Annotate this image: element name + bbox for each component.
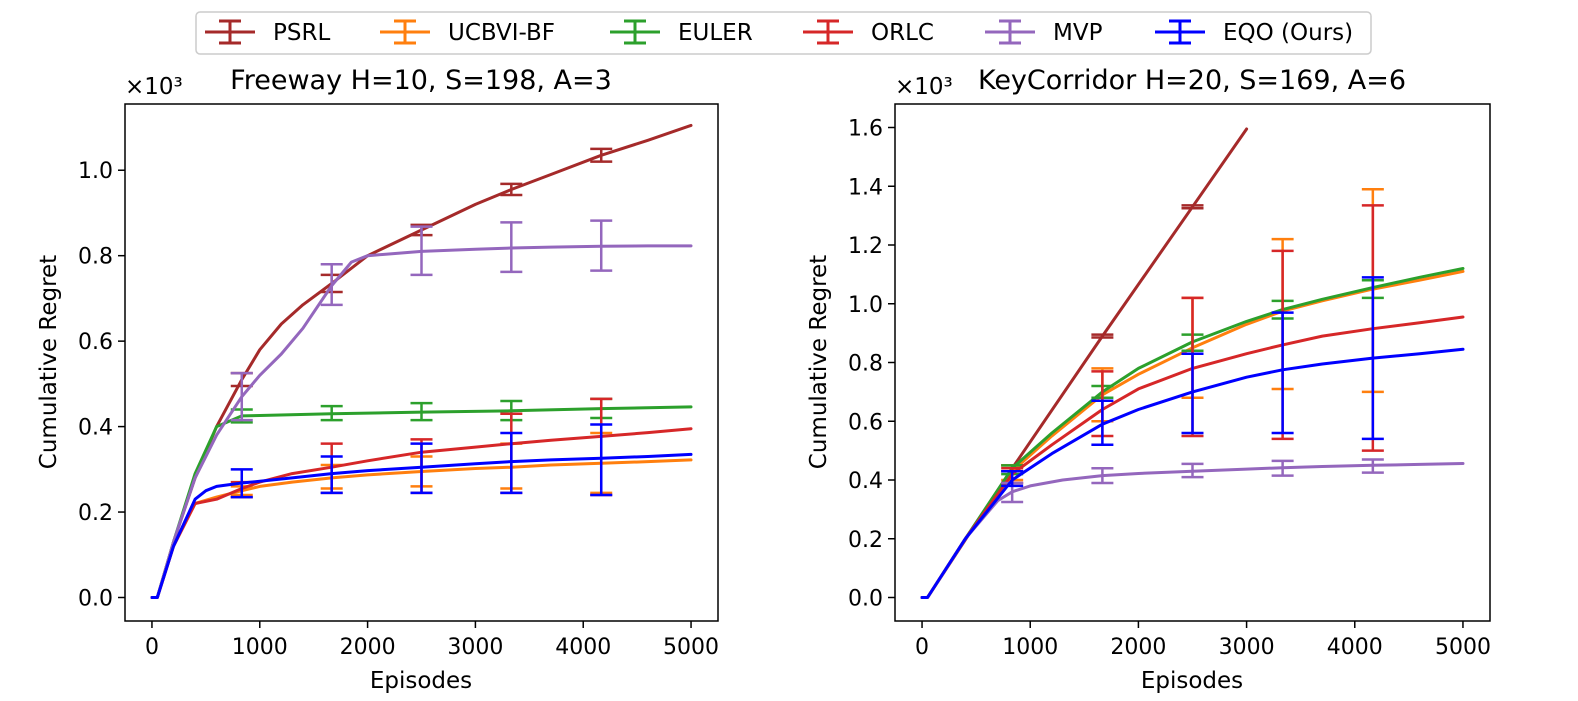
freeway-errorbar-psrl bbox=[590, 147, 613, 163]
freeway-errorbar-eqo-ours bbox=[320, 455, 343, 495]
legend-swatch bbox=[610, 19, 660, 45]
legend-label: EULER bbox=[678, 20, 753, 46]
freeway-series-mvp bbox=[150, 219, 693, 599]
freeway-y-tick-label: 0.6 bbox=[78, 330, 113, 355]
freeway-axes-frame bbox=[124, 103, 719, 622]
freeway-errorbar-psrl bbox=[500, 182, 523, 197]
freeway-series-eqo-ours bbox=[150, 423, 693, 599]
freeway-series-psrl bbox=[150, 123, 693, 599]
keycorridor-errorbar-mvp bbox=[1181, 462, 1204, 479]
freeway-errorbar-eqo-ours bbox=[230, 468, 253, 499]
keycorridor-errorbar-eqo-ours bbox=[1271, 311, 1294, 435]
freeway-y-label: Cumulative Regret bbox=[36, 255, 62, 469]
keycorridor-x-tick-label: 4000 bbox=[1327, 635, 1383, 660]
freeway-errorbar-eqo-ours bbox=[500, 431, 523, 495]
keycorridor-y-ticks: 0.0 0.2 0.4 0.6 0.8 1.0 1.2 1.4 1.6 bbox=[848, 117, 895, 612]
freeway-errorbar-mvp bbox=[500, 221, 523, 274]
keycorridor-errorbar-psrl bbox=[1091, 333, 1114, 339]
keycorridor-errorbar-eqo-ours bbox=[1091, 399, 1114, 446]
freeway-x-tick-label: 4000 bbox=[555, 635, 611, 660]
legend-swatch bbox=[205, 19, 255, 45]
keycorridor-y-tick-label: 0.4 bbox=[848, 469, 883, 494]
keycorridor-x-tick-label: 5000 bbox=[1435, 635, 1491, 660]
freeway-line-psrl bbox=[150, 123, 693, 599]
keycorridor-y-tick-label: 1.0 bbox=[848, 293, 883, 318]
keycorridor-line-psrl bbox=[920, 127, 1249, 599]
legend-item-psrl: PSRL bbox=[205, 19, 330, 46]
keycorridor-series-psrl bbox=[920, 127, 1249, 599]
keycorridor-y-tick-label: 1.6 bbox=[848, 117, 883, 142]
legend-label: MVP bbox=[1053, 20, 1103, 46]
freeway-title: Freeway H=10, S=198, A=3 bbox=[230, 65, 612, 96]
legend-label: ORLC bbox=[871, 20, 934, 46]
legend-swatch bbox=[1155, 19, 1205, 45]
legend-swatch bbox=[985, 19, 1035, 45]
keycorridor-x-tick-label: 1000 bbox=[1002, 635, 1058, 660]
keycorridor-y-tick-label: 1.4 bbox=[848, 175, 883, 200]
keycorridor-series-eqo-ours bbox=[920, 276, 1465, 599]
keycorridor-line-eqo-ours bbox=[920, 347, 1465, 599]
legend: PSRL UCBVI-BF EULER ORLC MVP EQO (Ours) bbox=[195, 11, 1372, 55]
freeway-errorbar-mvp bbox=[230, 371, 253, 422]
freeway-y-tick-label: 0.8 bbox=[78, 245, 113, 270]
legend-label: EQO (Ours) bbox=[1223, 20, 1353, 46]
keycorridor-y-tick-label: 1.2 bbox=[848, 234, 883, 259]
freeway-x-tick-label: 5000 bbox=[663, 635, 719, 660]
freeway-y-ticks: 0.0 0.2 0.4 0.6 0.8 1.0 bbox=[78, 159, 125, 612]
legend-item-ucbvi-bf: UCBVI-BF bbox=[380, 19, 555, 46]
freeway-panel: 0 1000 2000 3000 4000 5000 0.0 0.2 0.4 0.6 0.8 1.0… bbox=[36, 65, 719, 694]
keycorridor-panel: 0 1000 2000 3000 4000 5000 0.0 0.2 0.4 0.6 0.8 1.0… bbox=[806, 65, 1491, 694]
keycorridor-y-label: Cumulative Regret bbox=[806, 255, 832, 469]
keycorridor-errorbar-eqo-ours bbox=[1361, 276, 1384, 441]
keycorridor-multiplier: ×10³ bbox=[895, 74, 953, 100]
legend-item-euler: EULER bbox=[610, 19, 753, 46]
freeway-errorbar-euler bbox=[410, 401, 433, 422]
freeway-y-tick-label: 1.0 bbox=[78, 159, 113, 184]
keycorridor-y-tick-label: 0.0 bbox=[848, 587, 883, 612]
keycorridor-y-tick-label: 0.8 bbox=[848, 352, 883, 377]
keycorridor-title: KeyCorridor H=20, S=169, A=6 bbox=[978, 65, 1406, 96]
freeway-line-eqo-ours bbox=[150, 452, 693, 599]
freeway-x-tick-label: 3000 bbox=[447, 635, 503, 660]
legend-item-mvp: MVP bbox=[985, 19, 1103, 46]
freeway-x-tick-label: 2000 bbox=[340, 635, 396, 660]
legend-swatch bbox=[803, 19, 853, 45]
legend-item-eqo-ours: EQO (Ours) bbox=[1155, 19, 1353, 46]
keycorridor-errorbar-mvp bbox=[1091, 467, 1114, 485]
keycorridor-x-label: Episodes bbox=[1141, 668, 1243, 694]
keycorridor-errorbar-eqo-ours bbox=[1181, 352, 1204, 435]
freeway-x-label: Episodes bbox=[370, 668, 472, 694]
legend-label: UCBVI-BF bbox=[448, 20, 555, 46]
freeway-errorbar-euler bbox=[320, 404, 343, 422]
freeway-x-tick-label: 0 bbox=[145, 635, 159, 660]
keycorridor-x-tick-label: 0 bbox=[915, 635, 929, 660]
keycorridor-x-ticks: 0 1000 2000 3000 4000 5000 bbox=[915, 621, 1491, 660]
freeway-multiplier: ×10³ bbox=[125, 74, 183, 100]
freeway-x-tick-label: 1000 bbox=[232, 635, 288, 660]
freeway-x-ticks: 0 1000 2000 3000 4000 5000 bbox=[145, 621, 719, 660]
freeway-errorbar-eqo-ours bbox=[590, 423, 613, 497]
legend-swatch bbox=[380, 19, 430, 45]
legend-item-orlc: ORLC bbox=[803, 19, 934, 46]
keycorridor-x-tick-label: 3000 bbox=[1219, 635, 1275, 660]
keycorridor-y-tick-label: 0.2 bbox=[848, 528, 883, 553]
keycorridor-errorbar-psrl bbox=[1181, 204, 1204, 210]
keycorridor-errorbar-eqo-ours bbox=[1001, 469, 1024, 488]
legend-label: PSRL bbox=[273, 20, 330, 46]
freeway-errorbar-mvp bbox=[410, 225, 433, 277]
freeway-errorbar-eqo-ours bbox=[410, 442, 433, 495]
keycorridor-errorbar-mvp bbox=[1271, 459, 1294, 477]
freeway-plot-lines bbox=[150, 123, 693, 599]
freeway-errorbar-mvp bbox=[590, 219, 613, 272]
keycorridor-plot-lines bbox=[920, 127, 1465, 599]
keycorridor-x-tick-label: 2000 bbox=[1110, 635, 1166, 660]
freeway-errorbar-mvp bbox=[320, 262, 343, 307]
freeway-y-tick-label: 0.4 bbox=[78, 416, 113, 441]
keycorridor-y-tick-label: 0.6 bbox=[848, 410, 883, 435]
keycorridor-errorbar-mvp bbox=[1361, 458, 1384, 474]
freeway-y-tick-label: 0.2 bbox=[78, 501, 113, 526]
freeway-y-tick-label: 0.0 bbox=[78, 587, 113, 612]
legend-frame bbox=[195, 11, 1372, 55]
